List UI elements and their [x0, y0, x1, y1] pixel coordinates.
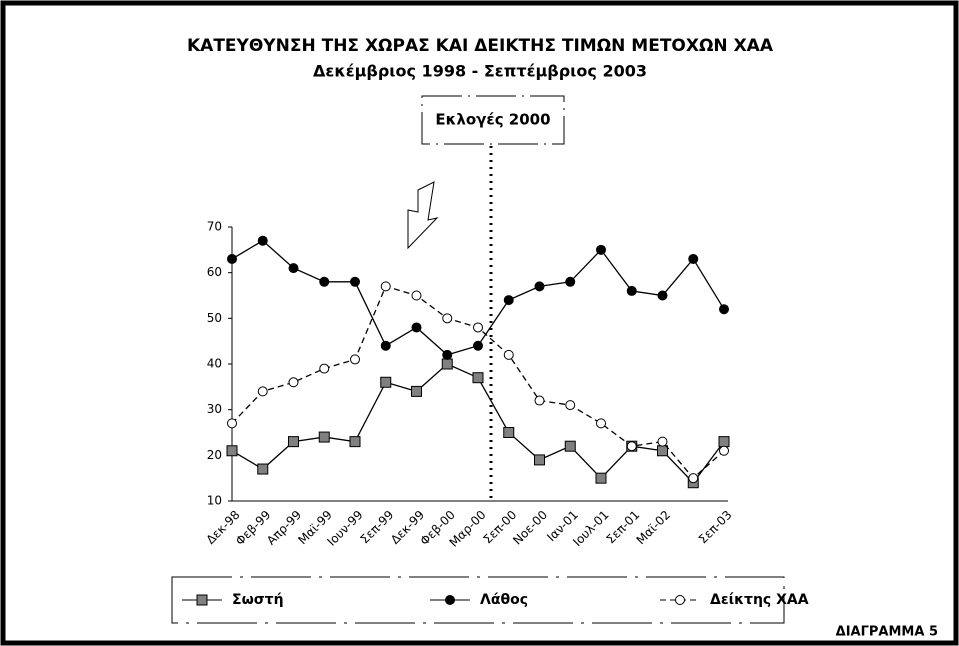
data-point [288, 377, 299, 388]
y-tick-label: 20 [207, 448, 222, 462]
data-point [288, 263, 299, 274]
chart-subtitle: Δεκέμβριος 1998 - Σεπτέμβριος 2003 [313, 62, 647, 81]
data-point [288, 436, 299, 448]
annotation-box [421, 95, 565, 145]
data-point [657, 436, 668, 447]
data-point [227, 418, 237, 429]
data-point [257, 463, 269, 475]
data-point [380, 376, 392, 388]
data-point [596, 418, 606, 429]
arrow [407, 181, 439, 250]
data-point [626, 285, 637, 296]
y-tick-label: 40 [207, 357, 222, 371]
legend-marker [445, 595, 455, 605]
data-point [564, 440, 576, 452]
data-point [350, 276, 360, 287]
data-point [534, 454, 545, 466]
data-point [411, 322, 422, 333]
legend-marker [196, 594, 208, 606]
legend-label: Σωστή [232, 592, 284, 608]
x-tick-label: Απρ-99 [264, 508, 304, 548]
data-point [657, 445, 668, 457]
data-point [534, 281, 545, 292]
data-point [227, 253, 237, 264]
caption: ΔΙΑΓΡΑΜΜΑ 5 [836, 625, 938, 640]
data-point [473, 322, 483, 333]
data-point [719, 304, 729, 315]
data-point [411, 385, 422, 397]
data-point [688, 253, 699, 264]
data-point [657, 290, 668, 301]
x-tick-label: Νοε-00 [510, 508, 550, 548]
data-point [565, 400, 576, 411]
data-point [719, 445, 729, 456]
y-tick-label: 10 [207, 494, 222, 508]
data-point [257, 235, 268, 246]
data-point [319, 276, 330, 287]
legend-label: Λάθος [480, 592, 528, 608]
data-point [503, 349, 514, 360]
data-point [226, 445, 238, 457]
data-point [688, 473, 699, 484]
legend-box [171, 576, 785, 624]
y-tick-label: 50 [207, 311, 222, 325]
data-point [596, 244, 606, 255]
data-point [626, 441, 637, 452]
data-point [318, 431, 330, 443]
chart-title: ΚΑΤΕΥΘΥΝΣΗ ΤΗΣ ΧΩΡΑΣ ΚΑΙ ΔΕΙΚΤΗΣ ΤΙΜΩΝ Μ… [187, 36, 774, 56]
data-point [442, 313, 453, 324]
annotation: Εκλογές 2000 [435, 111, 550, 129]
data-point [595, 472, 607, 484]
data-point [319, 363, 330, 374]
y-tick-label: 30 [207, 402, 222, 416]
series-line [231, 239, 725, 356]
data-point [411, 290, 422, 301]
x-tick-label: Σεπ-03 [696, 508, 735, 547]
legend-marker [675, 595, 685, 605]
data-point [473, 340, 483, 351]
data-point [257, 386, 268, 397]
data-point [380, 281, 391, 292]
x-tick-label: Μαϊ-02 [634, 508, 674, 548]
data-point [718, 436, 730, 448]
data-point [534, 395, 545, 406]
data-point [565, 276, 576, 287]
data-point [442, 349, 453, 360]
y-tick-label: 70 [207, 220, 222, 234]
y-tick-label: 60 [207, 265, 222, 279]
data-point [380, 340, 391, 351]
data-point [441, 358, 453, 370]
data-point [350, 354, 360, 365]
data-point [349, 436, 361, 448]
legend-label: Δείκτης ΧΑΑ [710, 592, 809, 608]
data-point [503, 427, 515, 438]
data-point [503, 295, 514, 306]
data-point [472, 372, 484, 384]
